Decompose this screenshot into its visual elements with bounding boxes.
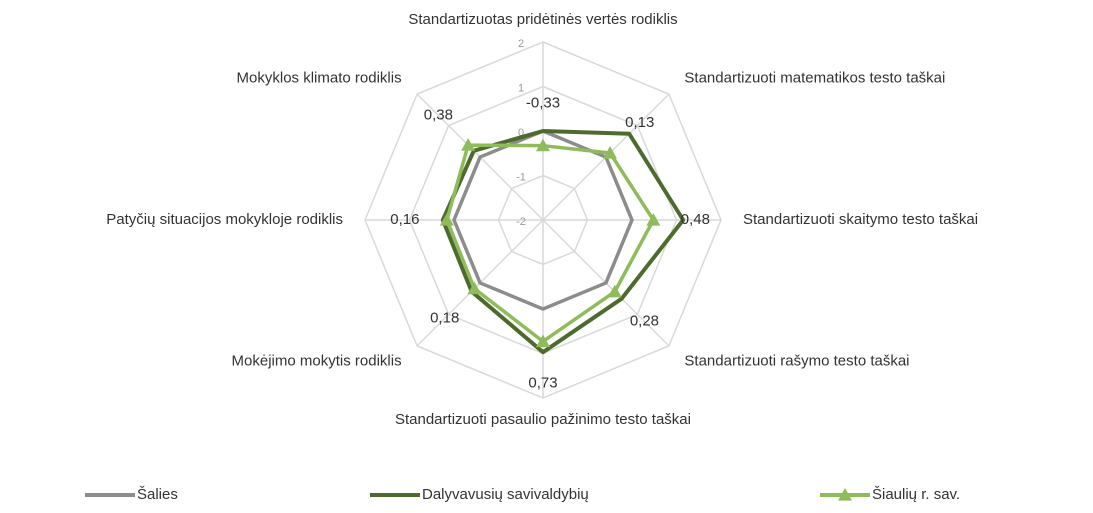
data-label: 0,28 [630, 312, 659, 329]
data-label: 0,38 [424, 106, 453, 123]
r-tick-label: -2 [516, 216, 526, 228]
legend-label: Šalies [137, 486, 178, 503]
category-label: Patyčių situacijos mokykloje rodiklis [106, 211, 343, 228]
r-tick-label: 0 [518, 127, 524, 139]
r-tick-label: 1 [518, 82, 524, 94]
series-line [452, 129, 634, 311]
legend-label: Šiaulių r. sav. [872, 486, 960, 503]
marker [646, 213, 661, 226]
data-label: 0,18 [430, 309, 459, 326]
marker [467, 281, 482, 295]
category-label: Standartizuoti rašymo testo taškai [684, 352, 909, 369]
series-line [440, 129, 686, 355]
marker [461, 138, 476, 151]
marker [536, 334, 550, 348]
marker [603, 145, 618, 159]
category-label: Mokyklos klimato rodiklis [237, 70, 402, 87]
data-label: -0,33 [526, 95, 560, 112]
data-label: 0,16 [390, 211, 419, 228]
category-label: Standartizuoti matematikos testo taškai [684, 70, 945, 87]
legend-marker [838, 488, 852, 501]
category-label: Standartizuoti skaitymo testo taškai [743, 211, 978, 228]
data-label: 0,73 [528, 374, 557, 391]
marker [607, 284, 622, 298]
category-label: Standartizuotas pridėtinės vertės rodikl… [408, 11, 677, 28]
data-label: 0,13 [625, 114, 654, 131]
marker [439, 213, 454, 226]
legend-label: Dalyvavusių savivaldybių [422, 486, 589, 503]
data-label: 0,48 [681, 211, 710, 228]
r-tick-label: 2 [518, 38, 524, 50]
category-label: Mokėjimo mokytis rodiklis [232, 352, 402, 369]
category-label: Standartizuoti pasaulio pažinimo testo t… [395, 411, 691, 428]
marker [536, 138, 550, 152]
r-tick-label: -1 [516, 171, 526, 183]
